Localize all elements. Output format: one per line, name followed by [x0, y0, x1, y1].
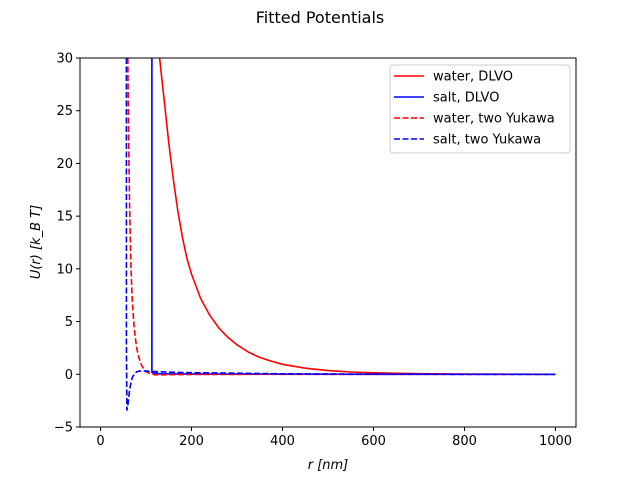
x-axis-label: r [nm] [308, 458, 349, 473]
series-line-4 [125, 58, 556, 411]
y-axis-label: U(r) [k_B T] [29, 205, 44, 279]
y-tick-label: 25 [56, 104, 73, 119]
series-line-1 [158, 58, 556, 376]
x-tick-label: 600 [361, 434, 386, 449]
x-tick-label: 0 [96, 434, 104, 449]
x-axis: 0 200 400 600 800 1000 [96, 427, 572, 449]
legend: water, DLVO salt, DLVO water, two Yukawa sa… [389, 64, 571, 154]
legend-box [389, 64, 571, 154]
x-tick-label: 800 [452, 434, 477, 449]
x-tick-label: 200 [179, 434, 204, 449]
y-tick-label: −5 [54, 421, 73, 436]
y-axis: −5 0 5 10 15 20 25 30 [54, 52, 80, 436]
y-tick-label: 20 [56, 157, 73, 172]
legend-label: salt, DLVO [433, 91, 499, 106]
plot-frame [79, 57, 577, 428]
y-tick-label: 10 [56, 262, 73, 277]
plot-lines [125, 58, 556, 411]
legend-label: water, two Yukawa [433, 112, 555, 127]
legend-label: salt, two Yukawa [433, 133, 541, 148]
y-tick-label: 15 [56, 210, 73, 225]
y-tick-label: 5 [65, 315, 73, 330]
legend-label: water, DLVO [433, 70, 513, 85]
y-tick-label: 30 [56, 52, 73, 67]
x-tick-label: 1000 [539, 434, 572, 449]
x-tick-label: 400 [270, 434, 295, 449]
chart-title: Fitted Potentials [256, 8, 385, 27]
y-tick-label: 0 [65, 368, 73, 383]
